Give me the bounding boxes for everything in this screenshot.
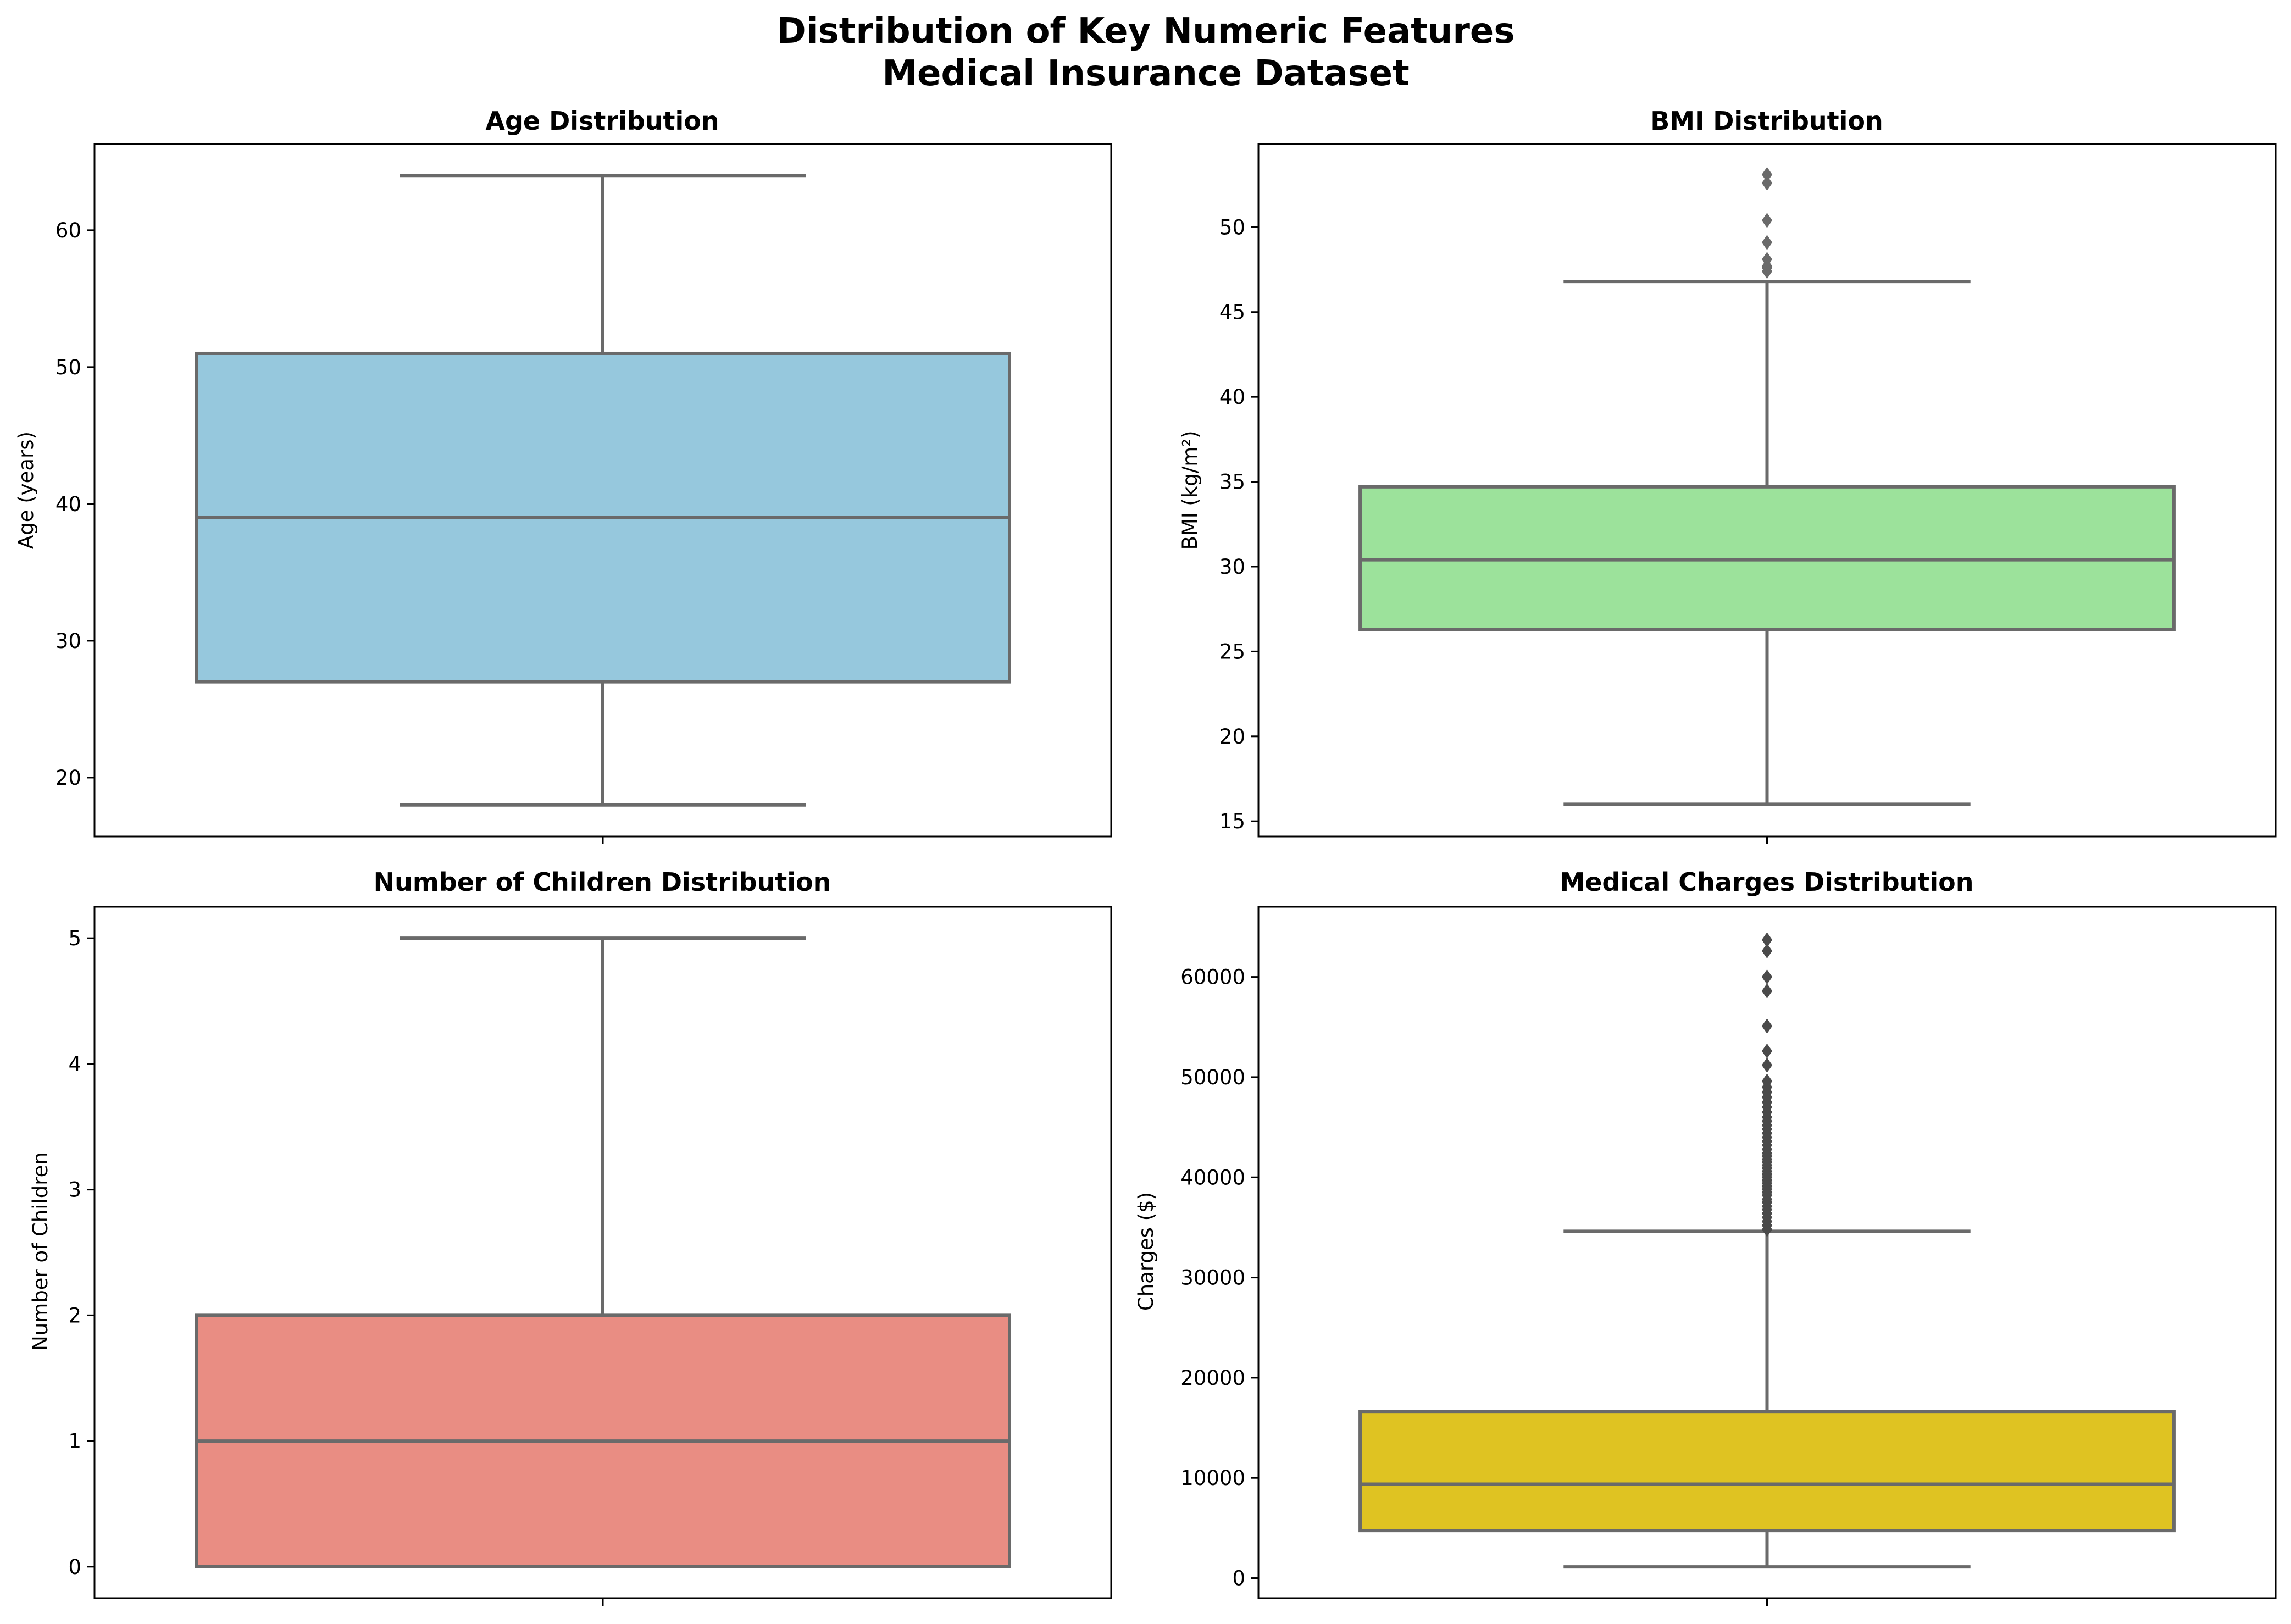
charges-boxplot-panel: Medical Charges Distribution Charges ($)… (1134, 867, 2277, 1606)
bmi-y-tick-label: 40 (1219, 385, 1245, 409)
charges-outlier-point (1761, 969, 1773, 985)
bmi-y-tick-label: 35 (1219, 470, 1245, 494)
bmi-y-tick-label: 25 (1219, 640, 1245, 663)
bmi-chart-title: BMI Distribution (1650, 106, 1883, 136)
bmi-outlier-point (1761, 252, 1773, 267)
bmi-y-axis-label: BMI (kg/m²) (1178, 430, 1202, 550)
children-y-tick-label: 4 (68, 1052, 81, 1076)
charges-y-tick-label: 40000 (1180, 1166, 1245, 1189)
age-y-tick-label: 40 (56, 492, 81, 516)
children-y-tick-label: 2 (68, 1304, 81, 1327)
bmi-outlier-point (1761, 167, 1773, 182)
charges-y-tick-label: 60000 (1180, 966, 1245, 989)
bmi-iqr-box (1358, 485, 2176, 631)
charges-y-axis-label: Charges ($) (1134, 1192, 1158, 1311)
bmi-outlier-point (1761, 213, 1773, 228)
age-y-axis-label: Age (years) (14, 431, 38, 549)
age-y-tick-label: 50 (56, 356, 81, 379)
charges-y-tick-label: 30000 (1180, 1266, 1245, 1290)
bmi-y-tick-label: 50 (1219, 215, 1245, 239)
bmi-y-tick-label: 30 (1219, 555, 1245, 579)
age-y-tick-label: 20 (56, 766, 81, 790)
figure-title-line-1: Distribution of Key Numeric Features (777, 11, 1515, 52)
children-y-tick-label: 0 (68, 1555, 81, 1579)
charges-iqr-box (1358, 1410, 2176, 1533)
charges-outlier-point (1761, 983, 1773, 999)
age-boxplot-panel: Age Distribution Age (years) 20 30 40 50 60 (14, 106, 1112, 844)
charges-outlier-point (1761, 1057, 1773, 1073)
children-y-tick-label: 3 (68, 1178, 81, 1202)
charges-y-tick-label: 0 (1232, 1567, 1245, 1590)
charges-y-tick-label: 50000 (1180, 1066, 1245, 1089)
bmi-y-tick-label: 15 (1219, 810, 1245, 833)
charges-chart-title: Medical Charges Distribution (1560, 867, 1973, 897)
bmi-y-tick-label: 20 (1219, 725, 1245, 749)
age-y-tick-label: 60 (56, 219, 81, 242)
children-chart-title: Number of Children Distribution (374, 867, 831, 897)
charges-y-tick-label: 10000 (1180, 1466, 1245, 1490)
children-boxplot-panel: Number of Children Distribution Number o… (29, 867, 1112, 1606)
charges-outlier-point (1761, 1018, 1773, 1034)
charges-outlier-point (1761, 932, 1773, 947)
charges-outlier-point (1761, 1043, 1773, 1059)
bmi-outlier-point (1761, 175, 1773, 191)
charges-y-tick-label: 20000 (1180, 1366, 1245, 1390)
children-y-tick-label: 1 (68, 1429, 81, 1453)
charges-outlier-point (1761, 1073, 1773, 1089)
bmi-boxplot-panel: BMI Distribution BMI (kg/m²) 15 20 25 30 35 4… (1178, 106, 2277, 844)
bmi-y-tick-label: 45 (1219, 301, 1245, 324)
age-chart-title: Age Distribution (485, 106, 719, 136)
bmi-outlier-point (1761, 235, 1773, 250)
age-y-tick-label: 30 (56, 629, 81, 653)
figure-title-line-2: Medical Insurance Dataset (882, 53, 1409, 94)
children-y-tick-label: 5 (68, 927, 81, 950)
children-y-axis-label: Number of Children (29, 1152, 52, 1351)
charges-outlier-point (1761, 943, 1773, 958)
